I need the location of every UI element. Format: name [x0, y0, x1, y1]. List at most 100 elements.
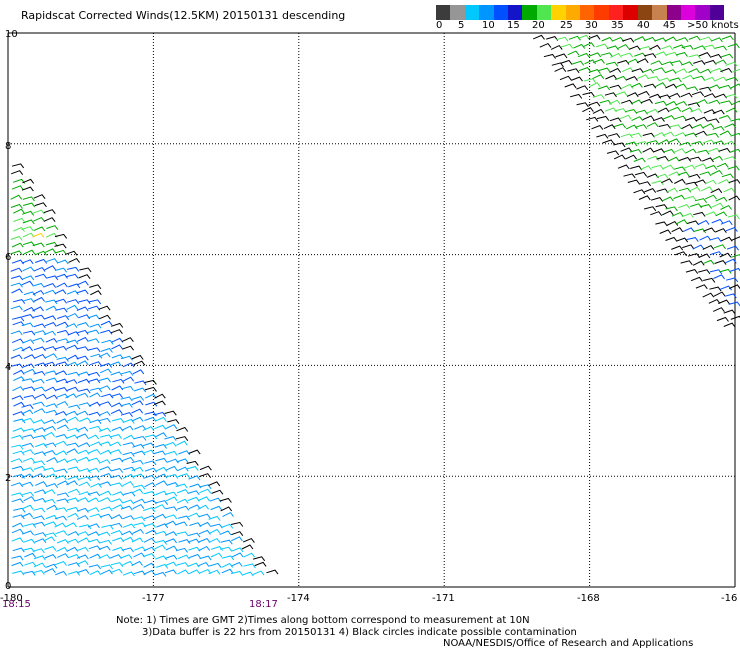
- wind-barb: [636, 58, 649, 64]
- wind-barb: [629, 149, 642, 154]
- wind-barb: [55, 370, 68, 376]
- wind-barb: [133, 387, 147, 393]
- wind-barb: [665, 83, 678, 89]
- wind-barb: [682, 227, 695, 233]
- wind-barb: [54, 267, 67, 273]
- wind-barb: [725, 226, 738, 232]
- wind-barb: [110, 562, 124, 567]
- wind-barb: [76, 426, 89, 432]
- wind-barb: [55, 450, 68, 456]
- wind-barb: [177, 569, 189, 575]
- wind-barb: [56, 378, 69, 384]
- wind-barb: [199, 484, 212, 490]
- wind-barb: [546, 36, 559, 41]
- wind-barb: [665, 236, 678, 242]
- wind-barb: [122, 515, 135, 520]
- wind-barb: [154, 424, 167, 430]
- colorbar-label: 5: [458, 20, 465, 31]
- wind-barb: [44, 442, 57, 448]
- wind-barb: [707, 118, 720, 124]
- wind-barb: [654, 100, 667, 106]
- wind-barb: [567, 50, 580, 56]
- wind-barb: [693, 60, 706, 65]
- wind-barb: [663, 114, 675, 120]
- wind-barb: [188, 532, 201, 538]
- wind-barb: [131, 354, 144, 360]
- wind-barb: [679, 156, 692, 162]
- wind-barb: [625, 124, 638, 130]
- wind-barb: [65, 393, 77, 399]
- wind-barb: [76, 289, 89, 295]
- wind-barb: [720, 204, 732, 210]
- wind-barb: [87, 531, 100, 537]
- wind-barb: [681, 123, 693, 130]
- colorbar-label: >50 knots: [687, 20, 739, 31]
- wind-barb: [45, 473, 57, 479]
- wind-barb: [54, 298, 67, 304]
- wind-barb: [32, 569, 45, 575]
- wind-barb: [646, 108, 659, 114]
- wind-barb: [98, 352, 111, 358]
- wind-barb: [131, 396, 145, 401]
- wind-barb: [678, 187, 692, 193]
- wind-barb: [165, 538, 177, 544]
- wind-barb: [681, 45, 694, 50]
- wind-barb: [703, 109, 716, 114]
- colorbar-segment: [666, 5, 681, 20]
- wind-barb: [121, 370, 134, 376]
- wind-barb: [12, 522, 24, 528]
- wind-barb: [198, 513, 211, 519]
- wind-barb: [121, 385, 134, 391]
- wind-barb: [728, 301, 740, 307]
- wind-barb: [644, 53, 657, 58]
- wind-barb: [45, 353, 58, 359]
- wind-barb: [569, 93, 583, 99]
- wind-barb: [44, 568, 56, 573]
- wind-barb: [729, 148, 740, 153]
- wind-barb: [690, 203, 703, 209]
- wind-barb: [23, 249, 36, 255]
- wind-barb: [711, 218, 724, 224]
- wind-barb: [11, 561, 24, 567]
- wind-barb: [705, 211, 718, 217]
- wind-barb: [694, 163, 707, 169]
- y-tick-label: 2: [5, 473, 11, 484]
- wind-barb: [12, 321, 25, 327]
- wind-barb: [658, 77, 671, 83]
- wind-barb: [559, 75, 572, 81]
- wind-barb: [696, 99, 708, 104]
- wind-barb: [90, 482, 102, 488]
- wind-barb: [46, 457, 58, 463]
- wind-barb: [669, 106, 682, 112]
- wind-barb: [723, 322, 736, 328]
- wind-barb: [89, 323, 102, 329]
- wind-barb: [610, 52, 622, 58]
- wind-barb: [219, 546, 233, 552]
- wind-barb: [10, 305, 23, 311]
- wind-barb: [56, 400, 69, 406]
- colorbar-segment: [508, 5, 523, 20]
- wind-barb: [12, 450, 25, 456]
- note-line-1: Note: 1) Times are GMT 2)Times along bot…: [116, 615, 530, 626]
- wind-barb: [156, 523, 169, 529]
- wind-barb: [719, 84, 732, 90]
- wind-barb: [178, 450, 191, 456]
- wind-barb: [613, 142, 626, 148]
- wind-barb: [123, 523, 136, 529]
- wind-barb: [24, 552, 36, 558]
- wind-barb: [708, 298, 721, 304]
- wind-barb: [166, 458, 179, 464]
- wind-barb: [164, 410, 177, 416]
- wind-barb: [177, 488, 189, 494]
- wind-barb: [112, 378, 125, 384]
- wind-barb: [154, 544, 166, 550]
- wind-barb: [110, 371, 123, 377]
- wind-barb: [11, 163, 25, 169]
- colorbar-label: 20: [532, 20, 545, 31]
- wind-barb: [699, 204, 712, 209]
- wind-barb: [728, 179, 740, 184]
- wind-barb: [198, 496, 210, 502]
- wind-barb: [231, 547, 244, 553]
- wind-barb: [77, 371, 90, 377]
- wind-barb: [10, 203, 23, 209]
